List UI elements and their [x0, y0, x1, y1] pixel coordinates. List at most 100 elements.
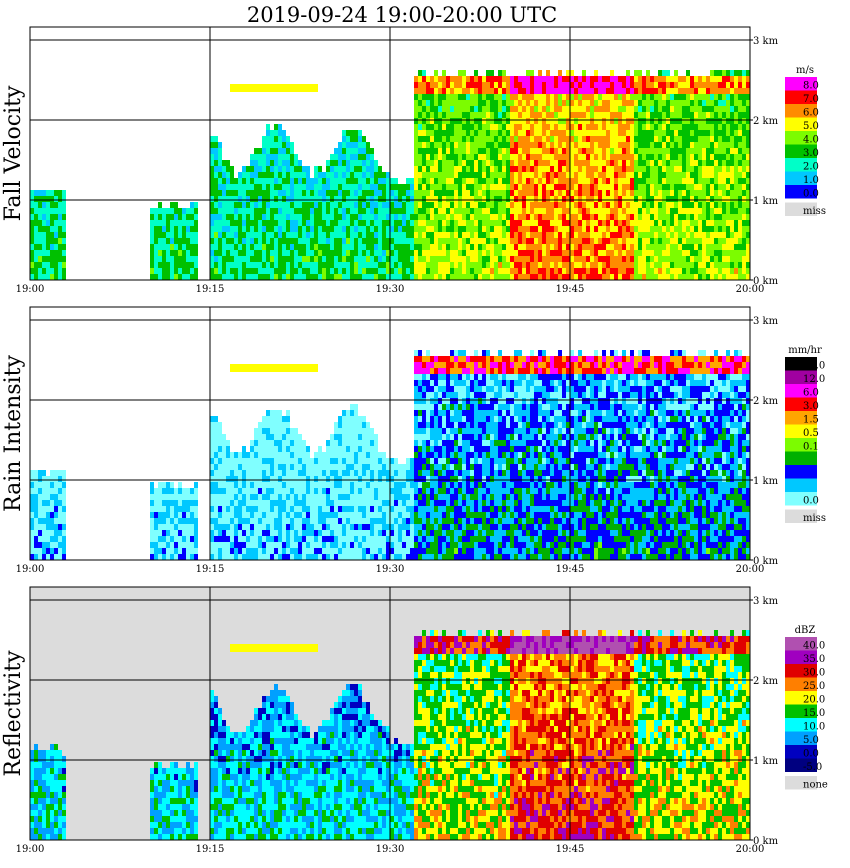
legend-swatch: [785, 745, 817, 759]
legend-swatch: [785, 424, 817, 438]
legend-swatch: [785, 677, 817, 691]
legend-unit: dBZ: [795, 625, 816, 636]
legend-label: 0.0: [803, 749, 819, 760]
legend-swatch: [785, 451, 817, 465]
legend-label: 25.0: [803, 681, 825, 692]
legend-label: 4.0: [803, 135, 819, 146]
legend-swatch: [785, 637, 817, 651]
legend-unit: m/s: [796, 65, 814, 76]
legend-swatch: [785, 384, 817, 398]
y-tick-label: 2 km: [753, 116, 779, 127]
legend-swatch: [785, 144, 817, 158]
legend-swatch: [785, 104, 817, 118]
legend-swatch: [785, 650, 817, 664]
legend-label: 20.0: [803, 695, 825, 706]
panels-group: 0 km 1 km 2 km 3 km 19:00 19:15 19:30 19:45 20:0…: [1, 26, 828, 855]
x-tick-label: 19:45: [556, 284, 585, 295]
y-tick-label: 0 km: [753, 276, 779, 287]
x-tick-label: 20:00: [736, 284, 765, 295]
legend-label: 48.0: [803, 361, 825, 372]
legend-label: 3.0: [803, 401, 819, 412]
legend-swatch: [785, 397, 817, 411]
legend-label: 5.0: [803, 735, 819, 746]
x-tick-label: 19:15: [196, 284, 225, 295]
legend-swatch: [785, 691, 817, 705]
legend-label: 8.0: [803, 81, 819, 92]
legend-label: 10.0: [803, 722, 825, 733]
y-tick-label: 0 km: [753, 556, 779, 567]
x-tick-label: 19:00: [16, 844, 45, 855]
legend-label: 0.0: [803, 189, 819, 200]
legend-swatch: [785, 370, 817, 384]
legend-swatch: [785, 731, 817, 745]
legend-swatch: [785, 411, 817, 425]
legend-label: 7.0: [803, 94, 819, 105]
legend-label: 0.0: [803, 496, 819, 507]
panel-0: 0 km 1 km 2 km 3 km 19:00 19:15 19:30 19:45 20:0…: [1, 26, 826, 295]
legend-label: 12.0: [803, 374, 825, 385]
legend-label: 1.5: [803, 415, 819, 426]
legend-label: 1.0: [803, 175, 819, 186]
y-tick-label: 2 km: [753, 676, 779, 687]
panel-2: 0 km 1 km 2 km 3 km 19:00 19:15 19:30 19:45 20:0…: [1, 586, 828, 855]
legend-label: 35.0: [803, 654, 825, 665]
legend-swatch: [785, 117, 817, 131]
x-tick-label: 19:15: [196, 844, 225, 855]
legend-swatch: [785, 131, 817, 145]
x-tick-label: 20:00: [736, 844, 765, 855]
y-tick-label: 1 km: [753, 476, 779, 487]
chart-title: 2019-09-24 19:00-20:00 UTC: [247, 3, 557, 27]
x-tick-label: 19:15: [196, 564, 225, 575]
legend-label: miss: [803, 513, 826, 524]
legend-swatch: [785, 704, 817, 718]
y-tick-label: 1 km: [753, 196, 779, 207]
y-tick-label: 2 km: [753, 396, 779, 407]
y-tick-label: 1 km: [753, 756, 779, 767]
x-tick-label: 19:00: [16, 564, 45, 575]
legend-label: 0.1: [803, 442, 819, 453]
legend-swatch: [785, 664, 817, 678]
legend-swatch: [785, 776, 817, 790]
y-tick-label: 3 km: [753, 596, 779, 607]
legend-swatch: [785, 171, 817, 185]
legend-swatch: [785, 509, 817, 523]
y-tick-label: 3 km: [753, 36, 779, 47]
legend-label: 15.0: [803, 708, 825, 719]
legend-unit: mm/hr: [788, 345, 822, 356]
legend-swatch: [785, 758, 817, 772]
legend-swatch: [785, 202, 817, 216]
x-tick-label: 19:45: [556, 564, 585, 575]
x-tick-label: 19:30: [376, 564, 405, 575]
x-tick-label: 19:00: [16, 284, 45, 295]
legend-label: 3.0: [803, 148, 819, 159]
legend-swatch: [785, 465, 817, 479]
legend-swatch: [785, 438, 817, 452]
legend-label: none: [803, 780, 828, 791]
legend-swatch: [785, 718, 817, 732]
legend-label: -5.0: [803, 762, 822, 773]
legend-label: 5.0: [803, 121, 819, 132]
legend-swatch: [785, 185, 817, 199]
legend-label: miss: [803, 206, 826, 217]
x-tick-label: 20:00: [736, 564, 765, 575]
x-tick-label: 19:30: [376, 844, 405, 855]
panel-ylabel: Fall Velocity: [1, 85, 26, 221]
legend-swatch: [785, 158, 817, 172]
panel-ylabel: Reflectivity: [1, 650, 26, 777]
legend-swatch: [785, 492, 817, 506]
legend-label: 2.0: [803, 162, 819, 173]
legend-label: 6.0: [803, 108, 819, 119]
legend-label: 0.5: [803, 428, 819, 439]
legend-label: 40.0: [803, 641, 825, 652]
legend-swatch: [785, 90, 817, 104]
x-tick-label: 19:30: [376, 284, 405, 295]
legend-swatch: [785, 77, 817, 91]
panel-1: 0 km 1 km 2 km 3 km 19:00 19:15 19:30 19:45 20:0…: [1, 306, 826, 575]
x-tick-label: 19:45: [556, 844, 585, 855]
y-tick-label: 3 km: [753, 316, 779, 327]
panel-ylabel: Rain Intensity: [1, 354, 26, 511]
legend-swatch: [785, 357, 817, 371]
legend-label: 30.0: [803, 668, 825, 679]
y-tick-label: 0 km: [753, 836, 779, 847]
